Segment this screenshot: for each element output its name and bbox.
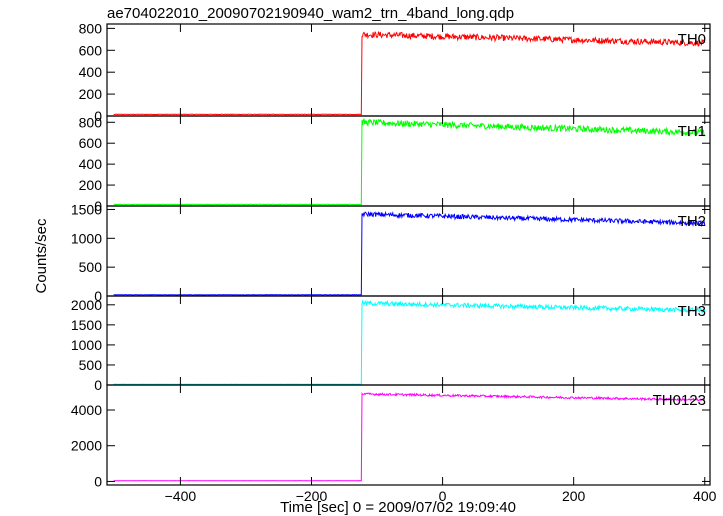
y-tick-label: 600 [79, 135, 103, 151]
series-th0 [113, 30, 706, 116]
y-tick-label: 400 [79, 156, 103, 172]
series-th1 [113, 117, 706, 206]
y-tick-label: 1000 [71, 230, 102, 246]
y-tick-label: 800 [79, 20, 103, 36]
y-tick-label: 2000 [71, 438, 102, 454]
x-tick-label: 200 [562, 488, 586, 504]
panel-label-th3: TH3 [678, 303, 706, 320]
y-tick-label: 200 [79, 86, 103, 102]
series-th0123 [113, 391, 706, 482]
y-tick-label: 600 [79, 42, 103, 58]
panel-label-th0: TH0 [678, 31, 706, 48]
y-tick-label: 200 [79, 177, 103, 193]
panel-label-th2: TH2 [678, 213, 706, 230]
y-tick-label: 0 [94, 288, 102, 304]
panel-label-th1: TH1 [678, 123, 706, 140]
panel-th3: 0 500 1000 1500 2000 TH3 [71, 295, 711, 393]
panels: 0 200 400 600 800 TH0 0 200 400 600 800 TH1 0 500 1000… [71, 20, 711, 489]
y-tick-label: 500 [79, 259, 103, 275]
panel-th0: 0 200 400 600 800 TH0 [79, 20, 711, 124]
panel-th0123: 0 2000 4000 TH0123 [71, 384, 711, 489]
panel-th1: 0 200 400 600 800 TH1 [79, 114, 711, 214]
panel-frame [106, 115, 711, 207]
x-tick-label: −400 [165, 488, 197, 504]
x-tick-label: −200 [296, 488, 328, 504]
y-tick-label: 500 [79, 357, 103, 373]
panel-frame [106, 295, 711, 386]
y-tick-label: 0 [94, 377, 102, 393]
y-tick-label: 1500 [71, 201, 102, 217]
chart-title: ae704022010_20090702190940_wam2_trn_4ban… [107, 5, 514, 22]
y-tick-label: 0 [94, 473, 102, 489]
y-tick-label: 4000 [71, 402, 102, 418]
panel-th2: 0 500 1000 1500 TH2 [71, 201, 711, 304]
y-axis-title: Counts/sec [33, 218, 50, 294]
y-tick-label: 2000 [71, 297, 102, 313]
panel-label-th0123: TH0123 [653, 392, 706, 409]
y-tick-label: 1500 [71, 317, 102, 333]
x-tick-label: 400 [693, 488, 717, 504]
y-tick-label: 800 [79, 114, 103, 130]
y-tick-label: 1000 [71, 337, 102, 353]
y-tick-label: 0 [94, 198, 102, 214]
y-tick-label: 400 [79, 64, 103, 80]
x-axis: −400 −200 0 200 400 [165, 488, 717, 504]
y-tick-label: 0 [94, 108, 102, 124]
series-th2 [113, 210, 706, 296]
series-th3 [113, 299, 706, 385]
x-axis-title: Time [sec] 0 = 2009/07/02 19:09:40 [280, 499, 516, 516]
panel-frame [106, 384, 711, 486]
x-tick-label: 0 [439, 488, 447, 504]
